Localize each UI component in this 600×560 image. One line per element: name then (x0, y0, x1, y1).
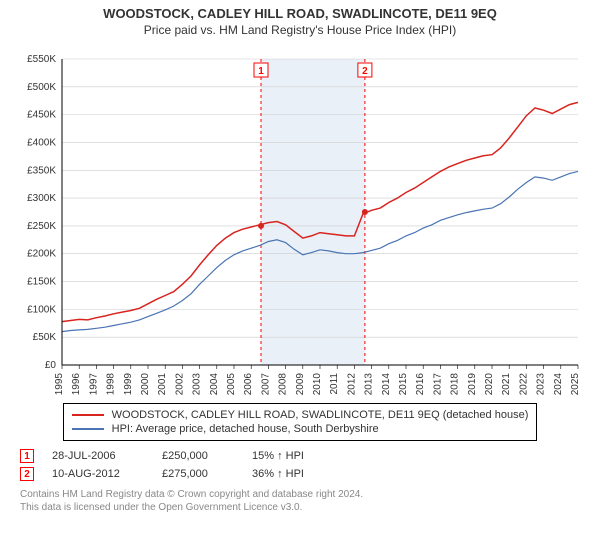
svg-text:1995: 1995 (54, 373, 65, 395)
svg-text:£250K: £250K (27, 221, 56, 232)
svg-text:2009: 2009 (295, 373, 306, 395)
line-chart: £0 £50K £100K £150K £200K £250K £300K £350K £400… (12, 45, 588, 395)
svg-text:£450K: £450K (27, 110, 56, 121)
svg-text:2025: 2025 (570, 373, 581, 395)
events-table: 1 28-JUL-2006 £250,000 15% ↑ HPI 2 10-AU… (12, 447, 588, 483)
svg-text:1998: 1998 (106, 373, 117, 395)
svg-text:2022: 2022 (518, 373, 529, 395)
svg-text:2019: 2019 (467, 373, 478, 395)
svg-text:2004: 2004 (209, 373, 220, 395)
svg-text:£50K: £50K (33, 332, 57, 343)
chart-subtitle: Price paid vs. HM Land Registry's House … (12, 23, 588, 37)
svg-text:2010: 2010 (312, 373, 323, 395)
legend-label-property: WOODSTOCK, CADLEY HILL ROAD, SWADLINCOTE… (112, 409, 529, 421)
event-price: £275,000 (162, 468, 252, 480)
legend-swatch-hpi (72, 428, 104, 430)
footer: Contains HM Land Registry data © Crown c… (12, 489, 588, 514)
footer-line-2: This data is licensed under the Open Gov… (20, 502, 588, 515)
event-row: 2 10-AUG-2012 £275,000 36% ↑ HPI (12, 465, 588, 483)
svg-text:2023: 2023 (536, 373, 547, 395)
svg-text:1996: 1996 (71, 373, 82, 395)
svg-text:2013: 2013 (364, 373, 375, 395)
legend-row-property: WOODSTOCK, CADLEY HILL ROAD, SWADLINCOTE… (72, 408, 529, 422)
svg-text:2020: 2020 (484, 373, 495, 395)
svg-text:£0: £0 (45, 360, 57, 371)
event-diff: 15% ↑ HPI (252, 450, 372, 462)
svg-text:2012: 2012 (346, 373, 357, 395)
svg-text:1999: 1999 (123, 373, 134, 395)
svg-text:2: 2 (362, 66, 368, 77)
svg-text:2021: 2021 (501, 373, 512, 395)
event-row: 1 28-JUL-2006 £250,000 15% ↑ HPI (12, 447, 588, 465)
event-date: 28-JUL-2006 (52, 450, 162, 462)
svg-text:£550K: £550K (27, 54, 56, 65)
event-marker-1: 1 (20, 449, 34, 463)
svg-text:2011: 2011 (329, 373, 340, 395)
svg-text:2008: 2008 (278, 373, 289, 395)
svg-text:2003: 2003 (192, 373, 203, 395)
svg-text:£100K: £100K (27, 304, 56, 315)
svg-text:£150K: £150K (27, 277, 56, 288)
svg-text:£200K: £200K (27, 249, 56, 260)
svg-text:£500K: £500K (27, 82, 56, 93)
svg-text:1997: 1997 (88, 373, 99, 395)
svg-text:2024: 2024 (553, 373, 564, 395)
event-price: £250,000 (162, 450, 252, 462)
svg-text:2002: 2002 (174, 373, 185, 395)
legend-row-hpi: HPI: Average price, detached house, Sout… (72, 422, 529, 436)
svg-text:2006: 2006 (243, 373, 254, 395)
svg-text:£400K: £400K (27, 137, 56, 148)
svg-text:£300K: £300K (27, 193, 56, 204)
svg-text:£350K: £350K (27, 165, 56, 176)
event-date: 10-AUG-2012 (52, 468, 162, 480)
legend-label-hpi: HPI: Average price, detached house, Sout… (112, 423, 379, 435)
legend: WOODSTOCK, CADLEY HILL ROAD, SWADLINCOTE… (63, 403, 538, 441)
svg-text:2016: 2016 (415, 373, 426, 395)
chart-area: £0 £50K £100K £150K £200K £250K £300K £350K £400… (12, 45, 588, 395)
svg-text:2007: 2007 (260, 373, 271, 395)
svg-text:2017: 2017 (432, 373, 443, 395)
svg-text:2001: 2001 (157, 373, 168, 395)
legend-swatch-property (72, 414, 104, 416)
event-diff: 36% ↑ HPI (252, 468, 372, 480)
footer-line-1: Contains HM Land Registry data © Crown c… (20, 489, 588, 502)
svg-text:2018: 2018 (450, 373, 461, 395)
svg-text:2015: 2015 (398, 373, 409, 395)
svg-text:1: 1 (258, 66, 264, 77)
event-marker-2: 2 (20, 467, 34, 481)
svg-text:2014: 2014 (381, 373, 392, 395)
svg-text:2000: 2000 (140, 373, 151, 395)
chart-title: WOODSTOCK, CADLEY HILL ROAD, SWADLINCOTE… (12, 6, 588, 21)
svg-text:2005: 2005 (226, 373, 237, 395)
